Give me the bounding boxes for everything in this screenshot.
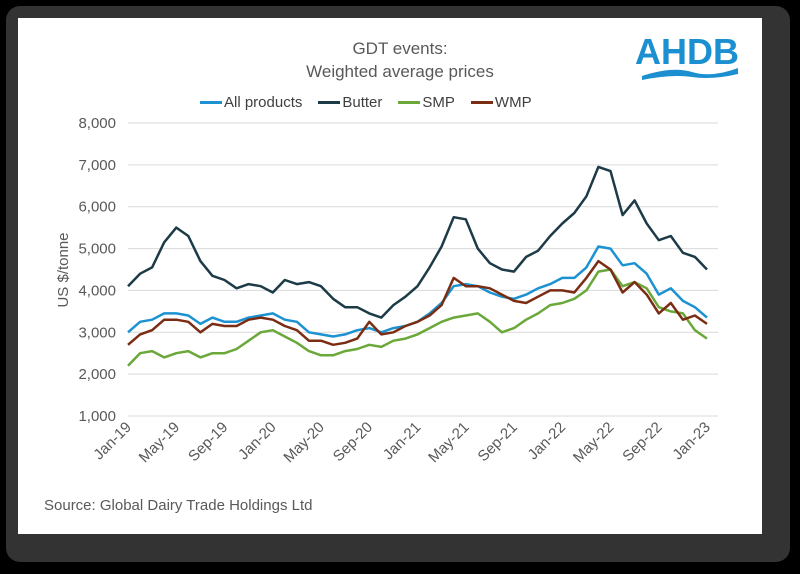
legend-label: All products: [224, 94, 303, 111]
legend-item: All products: [200, 94, 302, 111]
chart-title-block: GDT events: Weighted average prices: [0, 37, 800, 83]
x-tick-label: Jan-23: [669, 419, 713, 463]
x-tick-label: Jan-20: [235, 419, 279, 463]
legend-label: Butter: [342, 94, 383, 111]
x-tick-label: Sep-20: [330, 419, 376, 465]
legend-swatch: [470, 101, 493, 104]
x-tick-label: May-19: [136, 419, 183, 466]
x-tick-label: Jan-21: [380, 419, 424, 463]
y-tick-label: 8,000: [78, 115, 116, 132]
x-tick-label: Sep-22: [619, 419, 665, 465]
y-tick-label: 4,000: [78, 282, 116, 299]
y-tick-label: 3,000: [78, 324, 116, 341]
x-tick-label: May-20: [280, 419, 327, 466]
y-tick-label: 1,000: [78, 408, 116, 425]
legend-swatch: [318, 101, 341, 104]
chart-card: [18, 18, 762, 534]
logo-wave: [642, 68, 738, 80]
chart-title: GDT events:: [352, 39, 448, 58]
x-tick-label: May-22: [570, 419, 617, 466]
logo-text: AHDB: [635, 31, 739, 72]
x-tick-label: Jan-22: [525, 419, 569, 463]
legend-label: SMP: [422, 94, 455, 111]
x-tick-label: Jan-19: [90, 419, 134, 463]
y-tick-label: 6,000: [78, 199, 116, 216]
source-note: Source: Global Dairy Trade Holdings Ltd: [44, 497, 313, 514]
y-tick-label: 5,000: [78, 241, 116, 258]
x-tick-label: Sep-19: [185, 419, 231, 465]
legend-item: WMP: [470, 94, 532, 111]
series-line-butter: [127, 165, 708, 319]
chart-subtitle: Weighted average prices: [306, 62, 494, 81]
chart-legend: All products Butter SMP WMP: [200, 94, 532, 111]
ahdb-logo: AHDB: [632, 30, 742, 86]
legend-item: SMP: [398, 94, 455, 111]
y-tick-label: 2,000: [78, 366, 116, 383]
legend-item: Butter: [318, 94, 382, 111]
x-tick-label: May-21: [425, 419, 472, 466]
y-axis-label: US $/tonne: [55, 232, 72, 307]
series-line-wmp: [127, 259, 708, 347]
y-tick-label: 7,000: [78, 157, 116, 174]
x-tick-label: Sep-21: [475, 419, 521, 465]
legend-label: WMP: [494, 94, 532, 111]
legend-swatch: [200, 101, 222, 104]
legend-swatch: [398, 101, 421, 104]
